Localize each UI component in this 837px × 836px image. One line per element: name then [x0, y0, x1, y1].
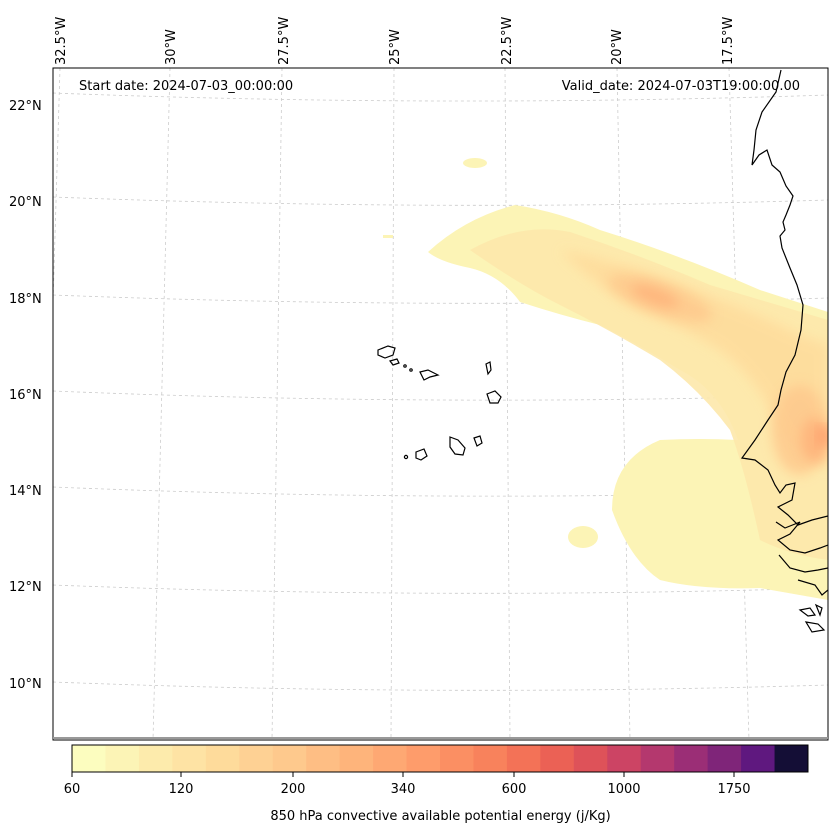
colorbar-cell: [607, 745, 642, 772]
cape-field: [383, 158, 828, 600]
colorbar-tick-label: 1000: [607, 782, 641, 797]
colorbar-cell: [306, 745, 341, 772]
colorbar-cell: [640, 745, 675, 772]
colorbar-cell: [172, 745, 207, 772]
lat-label: 20°N: [9, 195, 42, 210]
colorbar-tick-label: 60: [63, 782, 81, 797]
colorbar-cell: [138, 745, 173, 772]
lon-label: 32.5°W: [54, 16, 69, 65]
lat-label: 18°N: [9, 292, 42, 307]
colorbar: [72, 745, 809, 772]
colorbar-cell: [707, 745, 742, 772]
map-gridlines: [53, 68, 828, 740]
colorbar-title: 850 hPa convective available potential e…: [270, 809, 611, 824]
africa-coastline: [740, 69, 828, 633]
colorbar-cell: [440, 745, 474, 772]
colorbar-cell: [741, 745, 776, 772]
lon-label: 17.5°W: [721, 16, 736, 65]
lat-label: 14°N: [9, 484, 42, 499]
map-frame: [52, 67, 829, 741]
lat-label: 22°N: [9, 99, 42, 114]
colorbar-cell: [239, 745, 274, 772]
colorbar-cell: [339, 745, 374, 772]
colorbar-cell: [72, 745, 106, 772]
colorbar-frame: [71, 744, 809, 773]
lon-label: 25°W: [388, 29, 403, 65]
valid-date-label: Valid_date: 2024-07-03T19:00:00.00: [561, 79, 800, 94]
colorbar-cell: [473, 745, 508, 772]
colorbar-cell: [105, 745, 140, 772]
lon-label: 20°W: [610, 29, 625, 65]
colorbar-cell: [272, 745, 307, 772]
colorbar-cell: [674, 745, 709, 772]
colorbar-cell: [540, 745, 575, 772]
lat-label: 10°N: [9, 677, 42, 692]
colorbar-cell: [205, 745, 240, 772]
colorbar-cell: [373, 745, 408, 772]
lon-label: 27.5°W: [277, 16, 292, 65]
colorbar-cell: [573, 745, 608, 772]
lon-label: 30°W: [164, 29, 179, 65]
lat-label: 16°N: [9, 388, 42, 403]
colorbar-cell: [506, 745, 541, 772]
colorbar-tick-label: 120: [168, 782, 194, 797]
colorbar-cell: [406, 745, 441, 772]
colorbar-tick-label: 200: [280, 782, 306, 797]
colorbar-tick-label: 1750: [717, 782, 751, 797]
lon-label: 22.5°W: [500, 16, 515, 65]
colorbar-tick-label: 600: [501, 782, 527, 797]
colorbar-tick-label: 340: [390, 782, 416, 797]
cape-verde-islands: [377, 345, 502, 461]
start-date-label: Start date: 2024-07-03_00:00:00: [79, 79, 294, 94]
lat-label: 12°N: [9, 580, 42, 595]
colorbar-cell: [774, 745, 809, 772]
